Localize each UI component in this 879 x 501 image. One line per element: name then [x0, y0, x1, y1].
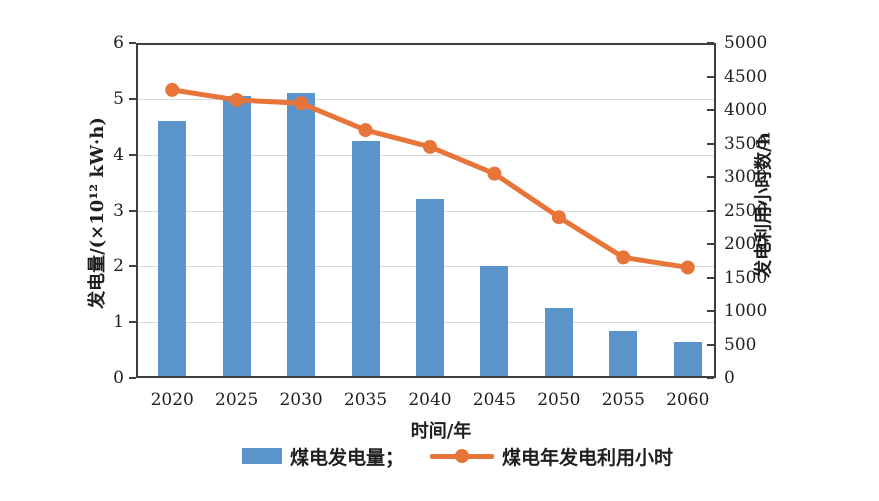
- right-axis-tick-label: 4500: [724, 66, 768, 87]
- right-axis-tick-label: 2000: [724, 234, 768, 254]
- right-axis-tick-mark: [707, 377, 714, 379]
- line-marker-2045: [487, 166, 502, 181]
- bar-2050: [544, 308, 573, 376]
- x-axis-tick-label: 2040: [408, 390, 452, 410]
- line-marker-2020: [165, 82, 180, 97]
- x-axis-tick-label: 2020: [150, 390, 194, 410]
- line-marker-2050: [551, 210, 566, 225]
- right-axis-tick-mark: [707, 209, 714, 212]
- right-axis-tick-mark: [707, 142, 714, 145]
- line-marker-2060: [680, 260, 695, 275]
- left-axis-tick-label: 3: [113, 200, 124, 221]
- x-axis-tick-label: 2060: [666, 390, 710, 410]
- bar-series-swatch-icon: [241, 448, 282, 464]
- left-axis-tick-label: 2: [113, 256, 124, 277]
- right-axis-tick-mark: [707, 109, 714, 111]
- x-axis-tick-label: 2030: [279, 390, 323, 410]
- right-axis-tick-label: 500: [724, 334, 757, 355]
- line-series-swatch-icon: [430, 448, 494, 464]
- right-axis-tick-label: 1500: [724, 267, 768, 288]
- x-axis-title: 时间/年: [410, 421, 472, 442]
- left-axis-tick-mark: [129, 42, 136, 44]
- right-axis-tick-label: 1000: [724, 301, 768, 321]
- x-axis-tick-label: 2045: [472, 390, 517, 410]
- bar-2020: [158, 121, 187, 376]
- line-marker-2055: [616, 250, 631, 265]
- x-axis-tick-label: 2035: [343, 390, 388, 410]
- right-axis-tick-label: 2500: [724, 200, 768, 221]
- left-axis-tick-mark: [129, 97, 136, 100]
- bar-2055: [609, 330, 638, 376]
- right-axis-tick-mark: [707, 310, 714, 312]
- left-axis-tick-mark: [129, 209, 136, 212]
- right-axis-tick-mark: [707, 243, 714, 245]
- x-axis-tick-label: 2025: [215, 390, 259, 410]
- left-axis-tick-label: 6: [113, 33, 124, 53]
- left-axis-tick-mark: [129, 265, 136, 268]
- x-axis-tick-label: 2055: [601, 390, 645, 410]
- bar-2040: [416, 199, 444, 376]
- right-axis-tick-mark: [707, 75, 714, 78]
- left-axis-tick-label: 1: [113, 312, 124, 333]
- line-marker-2040: [423, 139, 437, 154]
- left-axis-tick-mark: [129, 377, 136, 379]
- left-axis-tick-mark: [129, 321, 136, 324]
- legend-line-series-label: 煤电年发电利用小时: [502, 446, 674, 469]
- left-axis-tick-label: 0: [113, 368, 124, 388]
- legend: 煤电发电量； 煤电年发电利用小时: [0, 441, 879, 471]
- left-axis-tick-label: 5: [113, 88, 124, 109]
- legend-item-bar-series: 煤电发电量；: [241, 443, 404, 470]
- line-swatch-marker-icon: [455, 449, 469, 463]
- x-axis-tick-label: 2050: [537, 390, 581, 410]
- right-axis-tick-mark: [707, 176, 714, 178]
- legend-item-line-series: 煤电年发电利用小时: [430, 443, 673, 470]
- bar-2045: [480, 266, 509, 376]
- right-axis-tick-label: 3500: [724, 133, 768, 154]
- right-axis-tick-mark: [707, 42, 714, 44]
- bar-2035: [351, 140, 380, 376]
- bar-2025: [222, 96, 251, 376]
- left-axis-tick-label: 4: [113, 144, 124, 165]
- right-axis-tick-label: 0: [724, 368, 735, 388]
- right-axis-tick-label: 3000: [724, 167, 768, 187]
- right-axis-tick-mark: [707, 276, 714, 279]
- bar-2030: [287, 93, 316, 376]
- line-marker-2035: [358, 123, 373, 138]
- legend-bar-series-label: 煤电发电量；: [289, 446, 404, 469]
- left-axis-tick-mark: [129, 153, 136, 156]
- right-axis-tick-label: 5000: [724, 33, 768, 53]
- bar-2060: [673, 341, 702, 376]
- right-axis-tick-label: 4000: [724, 100, 768, 120]
- right-axis-tick-mark: [707, 343, 714, 346]
- plot-area: [136, 43, 716, 378]
